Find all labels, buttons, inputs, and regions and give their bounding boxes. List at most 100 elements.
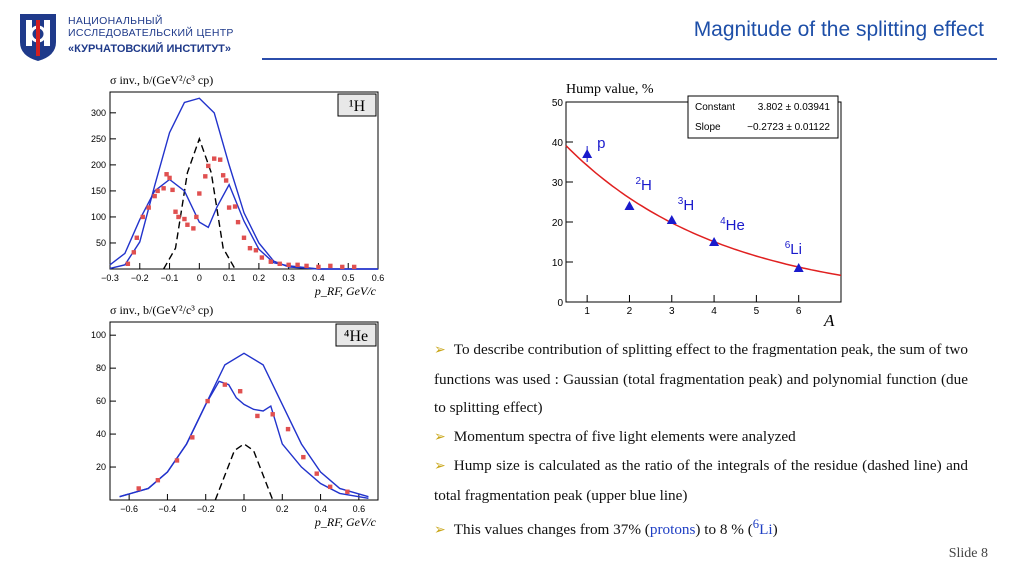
plot1-tag: ¹H [349,98,366,115]
plot1-xtick-label: 0.5 [342,273,355,283]
plot2-data-point [205,398,210,404]
hump-value-chart: Hump value, % Constant 3.802 ± 0.03941 S… [552,82,842,330]
plot1-data-point [316,264,321,270]
plot1-fit-curve [109,178,378,270]
slide-title: Magnitude of the splitting effect [693,18,984,41]
bullet-2: ➢ Momentum spectra of five light elements… [434,423,968,453]
plot1-data-point [155,188,160,194]
plot1-data-point [226,205,232,210]
plot1-ytick-label: 250 [91,134,106,144]
plot2-ytick-label: 20 [96,462,106,472]
plot1-data-point [304,263,309,269]
plot2-xtick-label: 0.4 [314,504,327,514]
plot2-fit-curve [119,380,369,500]
plot1-data-point [351,264,357,270]
plot2-data-point [222,382,228,387]
plot2-ylabel: σ inv., b/(GeV²/c³ cp) [110,303,213,317]
plot2-data-point [190,435,195,440]
plot1-ytick-label: 300 [91,108,106,118]
plot1-xtick-label: 0 [197,273,202,283]
plot1-xtick-label: −0.1 [161,273,179,283]
slide-number: Slide 8 [948,546,988,561]
plot1-data-point [206,163,211,169]
bullet-3: ➢ Hump size is calculated as the ratio of… [434,452,968,510]
plot3-data-point [793,263,804,272]
plot3-ytick-label: 20 [552,218,564,229]
plot1-ytick-label: 150 [91,186,106,196]
plot1-data-point [268,259,273,264]
plot2-data-point [155,478,161,483]
bullet-4-protons: protons [649,521,696,539]
bullet-4-lithium: Li [759,521,773,539]
plot1-data-point [295,262,300,268]
plot3-ytick-label: 10 [552,258,564,269]
plot1-data-point [241,235,247,240]
plot1-data-point [146,205,151,210]
fit-slope-value: −0.2723 ± 0.01122 [747,122,830,133]
plot1-ytick-label: 200 [91,160,106,170]
fit-constant-label: Constant [695,102,735,113]
bullet-2-text: Momentum spectra of five light elements … [453,427,796,445]
plot1-xtick-label: 0.6 [372,273,385,283]
plot2-data-point [136,486,141,491]
plot3-point-label: p [597,135,605,152]
plot3-data-point [709,237,720,246]
plot3-ytick-label: 50 [552,98,564,109]
fit-stats-box: Constant 3.802 ± 0.03941 Slope −0.2723 ±… [687,95,839,139]
bullet-4-li-mass: 6 [752,517,760,531]
plot1-data-point [191,226,196,231]
fit-constant-value: 3.802 ± 0.03941 [758,102,831,113]
logo-line-3: «КУРЧАТОВСКИЙ ИНСТИТУТ» [68,43,232,55]
plot1-data-point [161,186,166,191]
plot3-xtick-label: 5 [754,306,760,317]
title-underline [262,58,997,60]
kurchatov-emblem-icon [20,14,56,61]
helium-spectrum-chart: σ inv., b/(GeV²/c³ cp) ⁴He −0.6 −0.4 −0.2 0… [91,303,379,529]
plot1-xtick-label: 0.3 [282,273,295,283]
plot2-xtick-label: −0.2 [197,504,215,514]
plot2-gaussian-curve [119,352,369,498]
plot3-point-label: 4He [720,216,745,234]
plot1-gaussian-curve [109,97,378,270]
plot1-data-point [194,214,199,220]
arrow-bullet-icon: ➢ [434,523,446,539]
plot2-ytick-label: 80 [96,363,106,373]
plot2-data-point [345,489,350,494]
plot1-data-point [134,235,139,240]
plot1-xtick-label: 0.2 [253,273,266,283]
bullet-3-text: Hump size is calculated as the ratio of … [434,457,968,504]
logo-line-2: ИССЛЕДОВАТЕЛЬСКИЙ ЦЕНТР [68,27,234,39]
plot2-xtick-label: −0.4 [159,504,177,514]
plot3-point-label: 6Li [785,240,802,258]
plot2-xtick-label: 0 [241,504,246,514]
plot3-xtick-label: 6 [796,306,802,317]
plot1-data-point [152,193,157,199]
plot2-data-point [255,413,260,419]
plot3-data-point [624,201,635,210]
plot1-data-point [340,264,345,270]
logo-line-1: НАЦИОНАЛЬНЫЙ [68,15,163,27]
plot1-data-point [232,204,238,209]
plot3-ytick-label: 0 [557,298,563,309]
plot1-data-point [176,214,181,220]
plot3-data-point [582,149,593,158]
plot2-data-point [327,484,333,490]
kurchatov-logo: НАЦИОНАЛЬНЫЙ ИССЛЕДОВАТЕЛЬСКИЙ ЦЕНТР «КУ… [16,10,256,66]
bullet-1-text: To describe contribution of splitting ef… [434,341,968,416]
plot1-data-point [259,255,265,260]
plot3-ytick-label: 30 [552,178,564,189]
plot2-data-point [314,471,319,476]
bullet-1: ➢ To describe contribution of splitting e… [434,336,968,423]
plot2-xtick-label: 0.2 [276,504,289,514]
plot2-xtick-label: −0.6 [120,504,138,514]
plot3-point-label: 2H [635,176,651,194]
plot1-xlabel: p_RF, GeV/c [314,284,377,298]
plot1-ytick-label: 50 [96,238,106,248]
plot1-data-point [140,214,145,220]
plot1-data-point [131,250,137,255]
plot1-data-point [212,156,217,161]
plot2-data-point [285,426,291,432]
plot3-ytick-label: 40 [552,138,564,149]
plot3-fit-curve [565,145,842,277]
plot3-point-label: 3H [678,196,694,214]
